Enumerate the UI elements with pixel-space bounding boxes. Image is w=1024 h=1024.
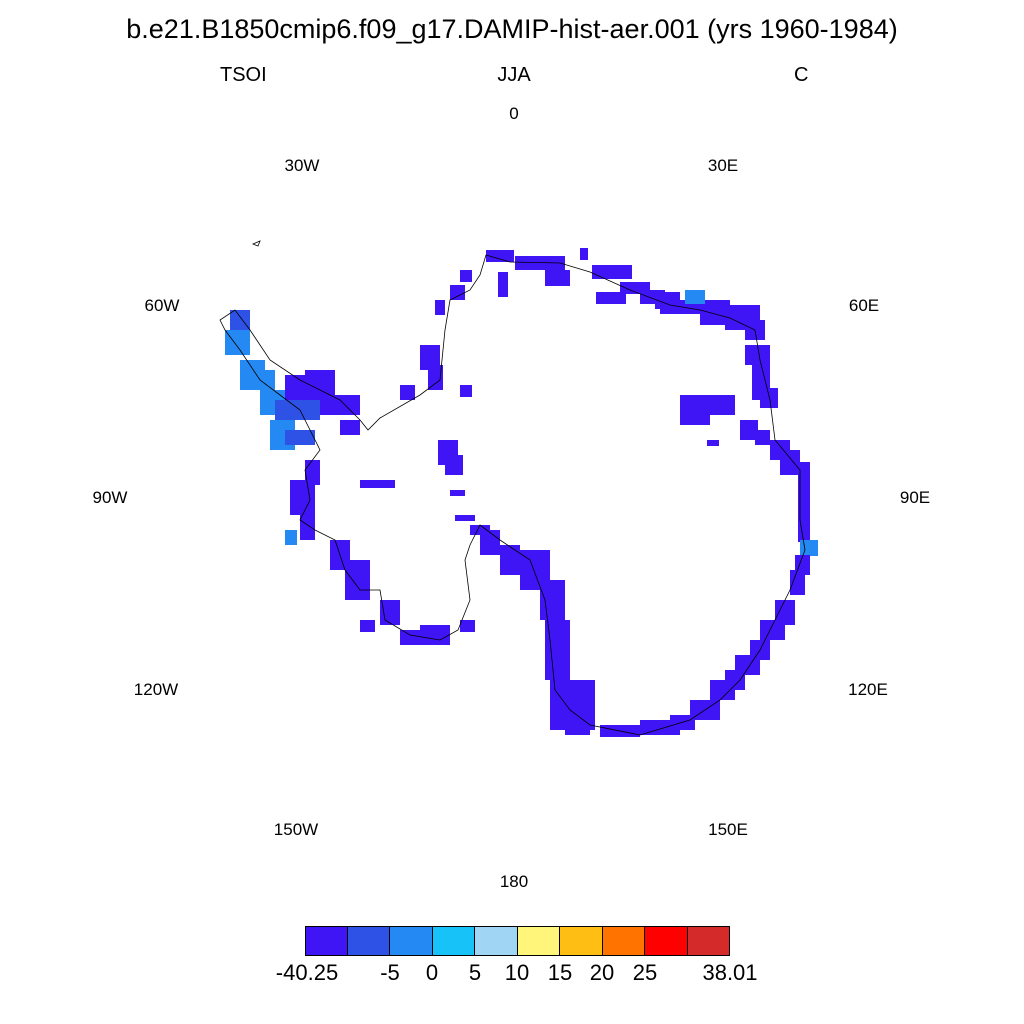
data-cell bbox=[360, 480, 395, 488]
colorbar-swatch bbox=[432, 926, 475, 956]
colorbar-swatch bbox=[602, 926, 645, 956]
data-cell bbox=[360, 620, 375, 632]
data-cell bbox=[400, 385, 415, 400]
units-label: C bbox=[794, 64, 809, 86]
data-cell bbox=[460, 270, 472, 282]
season-label: JJA bbox=[497, 64, 531, 86]
data-cell bbox=[775, 600, 795, 625]
data-cell bbox=[420, 345, 440, 370]
data-cell bbox=[320, 395, 360, 415]
colorbar-swatch bbox=[517, 926, 560, 956]
data-cell bbox=[596, 292, 626, 304]
data-cell bbox=[707, 440, 719, 446]
lon-label-150e: 150E bbox=[708, 820, 748, 839]
data-cell bbox=[450, 285, 465, 300]
data-cell bbox=[798, 462, 810, 542]
data-cell bbox=[640, 720, 680, 735]
lon-label-150w: 150W bbox=[273, 820, 319, 839]
data-cell bbox=[710, 680, 735, 700]
colorbar-label: -40.25 bbox=[275, 960, 339, 985]
colorbar-label: 0 bbox=[425, 960, 439, 985]
lon-label-30e: 30E bbox=[707, 156, 739, 175]
data-cell bbox=[498, 272, 508, 297]
data-cell bbox=[740, 420, 758, 440]
colorbar-label: 5 bbox=[468, 960, 482, 985]
data-cell bbox=[545, 620, 570, 680]
colorbar-label: 20 bbox=[589, 960, 615, 985]
data-cell bbox=[230, 310, 250, 330]
data-cell bbox=[460, 385, 472, 397]
lon-label-180: 180 bbox=[499, 872, 529, 891]
data-cell bbox=[755, 430, 770, 445]
data-cell bbox=[470, 525, 490, 535]
colorbar-swatch bbox=[644, 926, 688, 956]
lon-label-30w: 30W bbox=[284, 156, 320, 175]
colorbar-label: -5 bbox=[380, 960, 400, 985]
data-cell bbox=[780, 450, 800, 475]
data-cell bbox=[760, 620, 785, 640]
lon-label-60w: 60W bbox=[144, 296, 180, 315]
data-cell bbox=[685, 290, 705, 304]
data-cell bbox=[305, 460, 320, 485]
data-cell bbox=[500, 545, 520, 575]
data-cell bbox=[565, 710, 590, 735]
data-cell bbox=[285, 430, 315, 445]
data-cell bbox=[790, 570, 805, 595]
data-cell bbox=[340, 420, 360, 435]
lon-label-0: 0 bbox=[509, 104, 519, 123]
lon-label-90w: 90W bbox=[92, 488, 128, 507]
lon-label-60e: 60E bbox=[848, 296, 880, 315]
data-cell bbox=[592, 265, 632, 279]
data-cell bbox=[545, 270, 570, 286]
data-cell bbox=[225, 330, 250, 355]
lon-label-90e: 90E bbox=[899, 488, 931, 507]
data-cell bbox=[705, 395, 735, 415]
lon-label-120w: 120W bbox=[133, 680, 179, 699]
data-cell bbox=[428, 365, 443, 390]
data-cells bbox=[225, 248, 818, 737]
colorbar-swatch bbox=[474, 926, 518, 956]
colorbar-swatch bbox=[305, 926, 348, 956]
data-cell bbox=[420, 625, 450, 645]
data-cell bbox=[486, 250, 514, 262]
colorbar-swatch bbox=[389, 926, 433, 956]
plot-title: b.e21.B1850cmip6.f09_g17.DAMIP-hist-aer.… bbox=[126, 14, 898, 44]
colorbar-label: 15 bbox=[547, 960, 573, 985]
lon-label-120e: 120E bbox=[848, 680, 888, 699]
data-cell bbox=[380, 600, 400, 625]
data-cell bbox=[400, 630, 420, 645]
variable-label: TSOI bbox=[220, 64, 267, 86]
colorbar-label: 38.01 bbox=[702, 960, 758, 985]
data-cell bbox=[655, 295, 675, 309]
data-cell bbox=[285, 530, 297, 545]
colorbar-label: 10 bbox=[504, 960, 530, 985]
colorbar-swatch bbox=[687, 926, 730, 956]
colorbar-swatch bbox=[347, 926, 390, 956]
data-cell bbox=[800, 540, 818, 556]
colorbar-label: 25 bbox=[632, 960, 658, 985]
data-cell bbox=[455, 515, 475, 521]
island-outline bbox=[251, 240, 261, 247]
data-cell bbox=[255, 370, 275, 390]
coastline bbox=[219, 254, 806, 736]
colorbar-swatch bbox=[559, 926, 603, 956]
data-cell bbox=[290, 480, 315, 515]
data-cell bbox=[760, 388, 778, 408]
data-cell bbox=[450, 490, 465, 496]
data-cell bbox=[460, 620, 475, 632]
data-cell bbox=[445, 455, 463, 475]
data-cell bbox=[435, 300, 445, 315]
data-cell bbox=[275, 400, 320, 420]
data-cell bbox=[580, 248, 588, 260]
data-cell bbox=[305, 370, 335, 390]
